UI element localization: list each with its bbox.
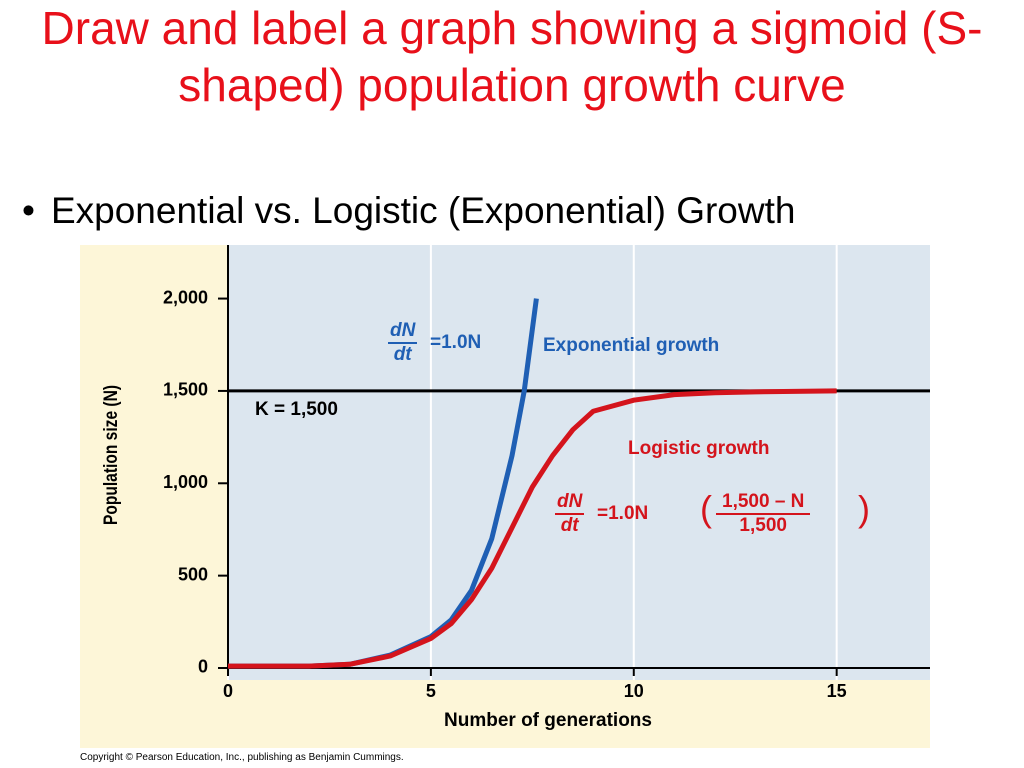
x-tick-label: 15 bbox=[827, 681, 847, 701]
copyright: Copyright © Pearson Education, Inc., pub… bbox=[80, 752, 404, 763]
equation-rest: =1.0N bbox=[597, 503, 649, 524]
carrying-capacity-label: K = 1,500 bbox=[255, 399, 338, 420]
eq-denominator: dt bbox=[560, 515, 579, 536]
equation: 1,500 – N 1,500 bbox=[716, 491, 811, 537]
x-tick-label: 0 bbox=[223, 681, 233, 701]
series-line bbox=[228, 388, 837, 669]
paren: ) bbox=[858, 488, 870, 529]
y-tick-label: 0 bbox=[198, 657, 208, 677]
paren: ( bbox=[700, 488, 712, 529]
y-tick-label: 500 bbox=[178, 564, 208, 584]
equation-rest: =1.0N bbox=[430, 332, 482, 353]
x-axis-label: Number of generations bbox=[444, 710, 652, 731]
eq-numerator: 1,500 – N bbox=[716, 491, 811, 515]
equation: dN dt bbox=[388, 320, 418, 366]
y-tick-label: 2,000 bbox=[163, 287, 208, 307]
y-tick-label: 1,500 bbox=[163, 380, 208, 400]
series-label: Logistic growth bbox=[628, 438, 770, 459]
eq-numerator: dN bbox=[555, 491, 585, 515]
eq-numerator: dN bbox=[388, 320, 418, 344]
y-tick-label: 1,000 bbox=[163, 472, 208, 492]
eq-denominator: dt bbox=[393, 344, 412, 365]
series-label: Exponential growth bbox=[543, 335, 720, 356]
bullet-text: Exponential vs. Logistic (Exponential) G… bbox=[50, 190, 796, 231]
eq-denominator: 1,500 bbox=[739, 515, 787, 536]
slide-title: Draw and label a graph showing a sigmoid… bbox=[41, 2, 983, 111]
bullet: • Exponential vs. Logistic (Exponential) … bbox=[22, 190, 796, 231]
y-axis-label: Population size (N) bbox=[100, 385, 122, 525]
x-tick-label: 5 bbox=[426, 681, 436, 701]
plot-area bbox=[228, 245, 930, 680]
equation: dN dt bbox=[555, 491, 585, 537]
x-tick-label: 10 bbox=[624, 681, 644, 701]
